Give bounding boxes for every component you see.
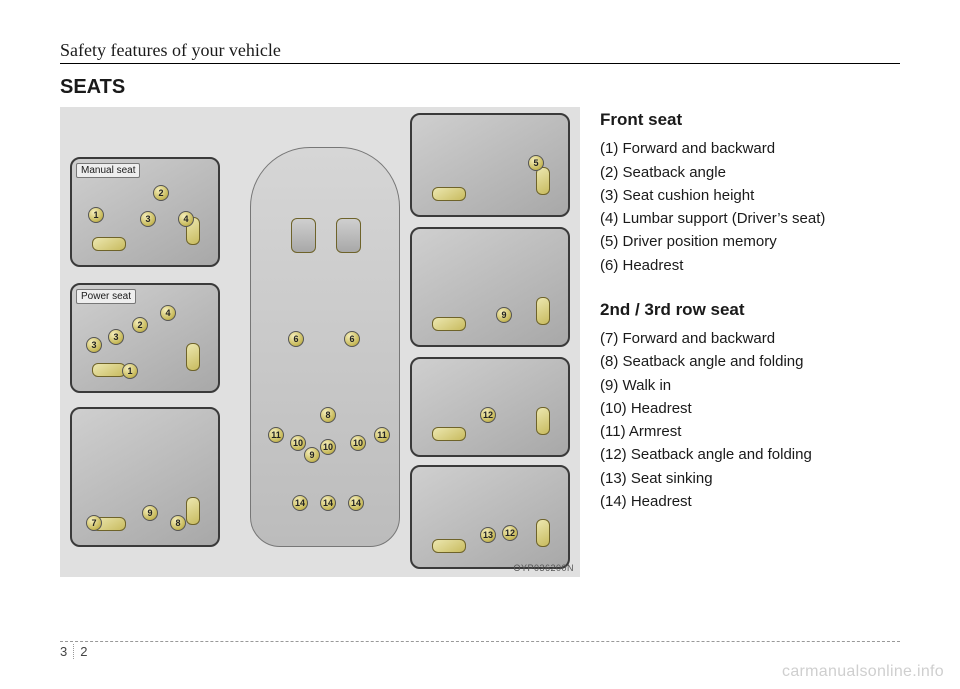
page-footer: 32 — [60, 641, 900, 659]
rear-seat-item: (10) Headrest — [600, 397, 900, 420]
front-seat-heading: Front seat — [600, 107, 900, 133]
vehicle-top-view — [250, 147, 400, 547]
callout-badge: 11 — [268, 427, 284, 443]
callout-badge: 14 — [348, 495, 364, 511]
callout-badge: 13 — [480, 527, 496, 543]
callout-badge: 3 — [140, 211, 156, 227]
callout-badge: 11 — [374, 427, 390, 443]
rear-seat-item: (8) Seatback angle and folding — [600, 350, 900, 373]
callout-badge: 8 — [170, 515, 186, 531]
callout-badge: 8 — [320, 407, 336, 423]
callout-badge: 2 — [132, 317, 148, 333]
callout-badge: 5 — [528, 155, 544, 171]
section-title: SEATS — [60, 76, 900, 99]
rear-seat-item: (13) Seat sinking — [600, 467, 900, 490]
callout-badge: 10 — [350, 435, 366, 451]
rear-seat-item: (9) Walk in — [600, 374, 900, 397]
callout-badge: 14 — [320, 495, 336, 511]
inset-label: Power seat — [76, 289, 136, 304]
rear-seat-item: (14) Headrest — [600, 490, 900, 513]
callout-badge: 9 — [142, 505, 158, 521]
front-seat-item: (3) Seat cushion height — [600, 184, 900, 207]
row2-side-inset — [410, 227, 570, 347]
callout-badge: 9 — [496, 307, 512, 323]
front-seat-item: (2) Seatback angle — [600, 161, 900, 184]
callout-badge: 12 — [502, 525, 518, 541]
rear-seat-item: (7) Forward and backward — [600, 327, 900, 350]
callout-badge: 6 — [288, 331, 304, 347]
seats-diagram: Manual seatPower seat 123424331789591212… — [60, 107, 580, 577]
diagram-image-code: OYP036200N — [513, 563, 574, 573]
page-chapter-number: 3 — [60, 644, 74, 659]
callout-badge: 14 — [292, 495, 308, 511]
callout-badge: 6 — [344, 331, 360, 347]
front-seat-item: (1) Forward and backward — [600, 137, 900, 160]
inset-label: Manual seat — [76, 163, 140, 178]
page-number: 2 — [74, 644, 87, 659]
callout-badge: 1 — [88, 207, 104, 223]
callout-badge: 10 — [320, 439, 336, 455]
rear-seat-heading: 2nd / 3rd row seat — [600, 297, 900, 323]
callout-badge: 4 — [178, 211, 194, 227]
memory-inset — [410, 113, 570, 217]
callout-badge: 2 — [153, 185, 169, 201]
callout-badge: 1 — [122, 363, 138, 379]
callout-badge: 3 — [108, 329, 124, 345]
trunk-inset — [410, 465, 570, 569]
rear-seat-item: (11) Armrest — [600, 420, 900, 443]
callout-badge: 12 — [480, 407, 496, 423]
rear-seat-item: (12) Seatback angle and folding — [600, 443, 900, 466]
callout-badge: 9 — [304, 447, 320, 463]
front-seat-item: (4) Lumbar support (Driver’s seat) — [600, 207, 900, 230]
callout-badge: 10 — [290, 435, 306, 451]
watermark: carmanualsonline.info — [782, 663, 944, 681]
description-column: Front seat (1) Forward and backward(2) S… — [600, 107, 900, 577]
callout-badge: 7 — [86, 515, 102, 531]
callout-badge: 3 — [86, 337, 102, 353]
front-seat-item: (5) Driver position memory — [600, 230, 900, 253]
chapter-title: Safety features of your vehicle — [60, 40, 900, 61]
front-seat-item: (6) Headrest — [600, 254, 900, 277]
callout-badge: 4 — [160, 305, 176, 321]
